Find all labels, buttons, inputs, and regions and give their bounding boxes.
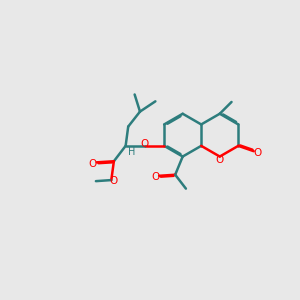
Text: O: O <box>216 154 224 164</box>
Text: O: O <box>151 172 159 182</box>
Text: H: H <box>128 147 136 157</box>
Text: O: O <box>109 176 117 186</box>
Text: O: O <box>89 158 97 169</box>
Text: O: O <box>254 148 262 158</box>
Text: O: O <box>141 140 149 149</box>
